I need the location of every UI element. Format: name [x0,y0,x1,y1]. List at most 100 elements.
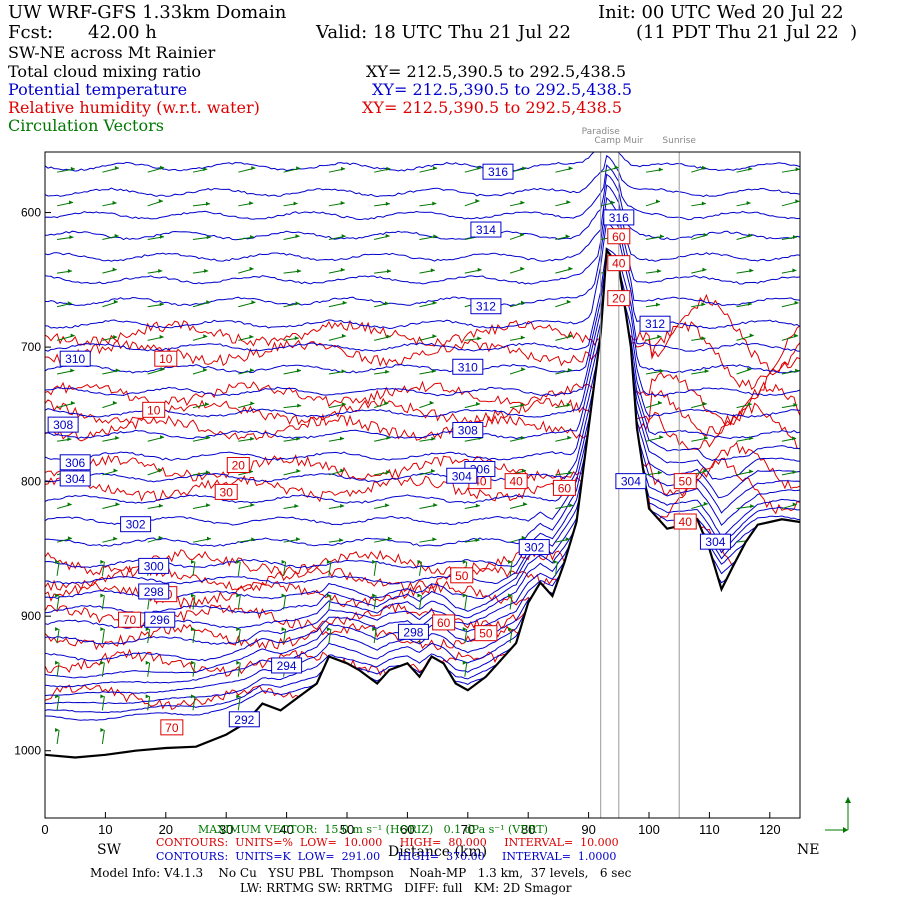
circulation-vector-head [114,233,119,238]
circulation-vector [101,561,105,576]
model-title: UW WRF-GFS 1.33km Domain [8,2,287,23]
circulation-vector-head [114,165,119,170]
circulation-vector-head [339,436,344,441]
circulation-vector [237,662,241,677]
theta-contour-label: 314 [476,223,496,237]
circulation-vector-head [296,166,301,171]
theta-contour [45,220,800,330]
circulation-vector-head [385,503,390,508]
theta-contour-label-box [397,623,429,640]
circulation-vector [147,696,151,711]
circulation-vector-head [387,536,392,541]
circulation-vector-head [429,400,434,405]
circulation-vector-head [145,660,150,665]
reference-vector-head [845,797,851,803]
circulation-vector-head [159,302,164,307]
theta-contour [45,291,800,440]
rh-contour [45,356,800,426]
circulation-vector-head [160,367,165,372]
rh-contour-label: 50 [479,627,493,641]
circulation-vector-head [417,559,422,564]
circulation-vector [147,662,151,677]
fcst-label: Fcst: [8,22,54,43]
rh-contour-label: 60 [558,481,572,495]
theta-contour-label-box [47,416,79,433]
circulation-vector [509,629,513,644]
circulation-vector-head [236,559,241,564]
circulation-vector [101,629,105,644]
circulation-vector-head [341,402,346,407]
max-vector-note: MAXIMUM VECTOR: 15.0 m s⁻¹ (HORIZ) 0.1 d… [198,823,548,836]
circulation-vector-head [701,336,706,341]
circulation-vector-head [702,267,707,272]
x-tick-label: 30 [219,822,233,837]
circulation-vector-head [522,166,527,171]
theta-contour-label: 312 [645,317,665,331]
circulation-vector-head [431,368,436,373]
rh-contour-label: 70 [123,613,137,627]
rh-contour-label: 70 [165,721,179,735]
y-tick-label: 1000 [14,744,41,758]
field-label-vectors: Circulation Vectors [8,116,164,135]
theta-contour-label-box [603,209,635,226]
theta-contour [45,208,800,307]
rh-contour-label: 20 [612,292,626,306]
theta-contour-label-box [452,358,484,375]
circulation-vector-head [115,368,120,373]
circulation-vector [56,729,60,745]
theta-contour [45,312,800,483]
circulation-vector-head [750,504,755,509]
circulation-vector-head [159,234,164,239]
circulation-vector-head [158,535,163,540]
circulation-vector-head [386,470,391,475]
circulation-vector [192,696,196,711]
circulation-vector-head [67,502,72,507]
circulation-vector-head [100,593,105,598]
theta-contour [45,184,800,262]
circulation-vector-head [432,334,437,339]
rh-contour [45,381,800,437]
circulation-vector-head [520,402,525,407]
circulation-vector-head [341,166,346,171]
circulation-vector-head [160,435,165,440]
circulation-vector [192,629,196,644]
circulation-vector [328,561,332,576]
theta-contour-label-box [271,657,303,674]
circulation-vector-head [204,268,209,273]
theta-contour-label: 310 [458,360,478,374]
circulation-vector [101,662,105,677]
circulation-vector-head [568,334,573,339]
circulation-vector-head [521,535,526,540]
circulation-vector-head [100,694,105,699]
circulation-vector-head [296,436,301,441]
theta-contour-label-box [228,711,260,728]
theta-contour-label-box [59,350,91,367]
rh-contour [45,441,800,497]
theta-contour-label: 304 [705,535,725,549]
x-tick-label: 70 [461,822,475,837]
circulation-vector-head [384,401,389,406]
circulation-vector-head [295,234,300,239]
circulation-vector [554,561,558,576]
theta-contour-label: 296 [150,613,170,627]
x-tick-label: 60 [400,822,414,837]
circulation-vector-head [704,436,709,441]
circulation-vector-head [520,232,525,237]
model-info-physics: LW: RRTMG SW: RRTMG DIFF: full KM: 2D Sm… [240,881,572,895]
circulation-vector-head [113,468,118,473]
rh-contour-label-box [673,473,697,490]
theta-contour-label: 304 [621,475,641,489]
circulation-vector-head [159,334,164,339]
theta-contour-label-box [59,470,91,487]
circulation-vector-head [55,660,60,665]
theta-contour [45,173,800,241]
circulation-vector-head [795,167,800,172]
circulation-vector-head [477,165,482,170]
circulation-vector [56,629,60,644]
circulation-vector-head [385,233,390,238]
circulation-vector-head [747,301,752,306]
circulation-vector-head [293,201,298,206]
circulation-vector [237,595,241,610]
circulation-vector-head [158,268,163,273]
circulation-vector-head [145,627,150,632]
